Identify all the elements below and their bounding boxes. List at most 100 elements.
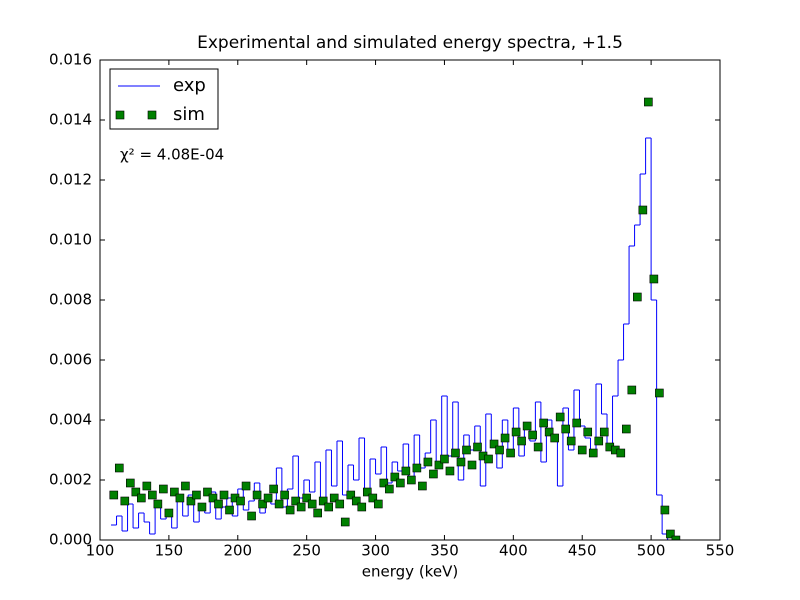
sim-marker	[622, 424, 631, 434]
sim-marker	[214, 499, 223, 509]
y-tick-label: 0.012	[49, 171, 92, 189]
sim-marker	[186, 496, 196, 506]
sim-marker	[506, 448, 515, 458]
sim-marker	[412, 463, 422, 473]
sim-marker	[489, 439, 499, 449]
sim-marker	[577, 445, 587, 455]
x-tick-label: 100	[86, 542, 115, 560]
sim-marker	[374, 499, 383, 509]
sim-marker	[114, 463, 124, 473]
sim-marker	[401, 466, 411, 476]
x-tick-label: 400	[499, 542, 528, 560]
sim-marker	[307, 499, 317, 509]
x-tick-label: 250	[292, 542, 321, 560]
sim-marker	[219, 490, 229, 500]
sim-marker	[252, 490, 262, 500]
sim-marker	[208, 493, 218, 503]
sim-marker	[616, 448, 626, 458]
sim-marker	[633, 292, 642, 302]
sim-marker	[390, 472, 400, 482]
sim-marker	[280, 490, 289, 500]
x-tick-label: 200	[223, 542, 252, 560]
sim-marker	[324, 502, 334, 512]
sim-marker	[644, 97, 653, 107]
sim-marker	[561, 424, 570, 434]
sim-marker	[434, 460, 444, 470]
sim-marker	[346, 490, 356, 500]
sim-marker	[170, 487, 179, 497]
x-tick-label: 350	[430, 542, 459, 560]
sim-marker	[418, 481, 427, 491]
sim-marker	[638, 205, 648, 215]
sim-marker	[649, 274, 659, 284]
x-tick-label: 500	[637, 542, 666, 560]
sim-marker	[142, 481, 152, 491]
y-tick-label: 0.016	[49, 51, 92, 69]
sim-marker	[484, 454, 493, 464]
sim-marker	[655, 388, 664, 398]
sim-marker	[153, 499, 163, 509]
sim-marker	[137, 493, 146, 503]
sim-marker	[236, 496, 245, 506]
sim-marker	[159, 484, 168, 494]
sim-marker	[666, 529, 675, 539]
sim-marker	[296, 502, 306, 512]
sim-marker	[456, 457, 466, 467]
sim-marker	[285, 505, 295, 515]
annotation: χ² = 4.08E-04	[120, 146, 224, 164]
sim-marker	[335, 499, 345, 509]
sim-marker	[379, 478, 389, 488]
sim-marker	[544, 427, 554, 437]
sim-marker	[588, 448, 598, 458]
sim-marker	[148, 490, 157, 500]
legend-marker	[147, 110, 157, 120]
legend-label: exp	[173, 75, 206, 96]
sim-marker	[583, 427, 593, 437]
sim-marker	[318, 496, 328, 506]
y-tick-label: 0.004	[49, 411, 92, 429]
sim-marker	[572, 418, 582, 428]
sim-marker	[357, 502, 367, 512]
sim-marker	[528, 430, 537, 440]
sim-marker	[533, 442, 543, 452]
sim-marker	[462, 445, 471, 455]
x-tick-label: 550	[706, 542, 735, 560]
sim-marker	[175, 493, 185, 503]
y-tick-label: 0.000	[49, 531, 92, 549]
legend-box	[109, 68, 219, 130]
sim-marker	[517, 436, 526, 446]
sim-marker	[131, 487, 141, 497]
sim-marker	[566, 436, 576, 446]
sim-marker	[594, 436, 604, 446]
sim-marker	[203, 487, 212, 497]
sim-marker	[440, 454, 449, 464]
chart-title: Experimental and simulated energy spectr…	[197, 33, 623, 53]
sim-marker	[627, 385, 637, 395]
sim-marker	[429, 469, 438, 479]
sim-marker	[351, 496, 361, 506]
legend-label: sim	[173, 104, 205, 125]
y-tick-label: 0.008	[49, 291, 92, 309]
sim-marker	[539, 418, 548, 428]
sim-marker	[451, 448, 460, 458]
sim-marker	[423, 457, 433, 467]
sim-marker	[473, 442, 482, 452]
sim-marker	[263, 493, 273, 503]
sim-marker	[192, 490, 201, 500]
sim-marker	[164, 508, 174, 518]
sim-marker	[126, 478, 135, 488]
sim-marker	[313, 508, 322, 518]
sim-marker	[109, 490, 119, 500]
sim-marker	[181, 481, 190, 491]
sim-marker	[555, 412, 565, 422]
sim-marker	[599, 427, 609, 437]
legend-marker	[115, 110, 125, 120]
sim-marker	[120, 496, 130, 506]
sim-marker	[550, 433, 559, 443]
x-tick-label: 300	[361, 542, 390, 560]
sim-marker	[445, 466, 455, 476]
sim-marker	[274, 499, 284, 509]
sim-marker	[362, 487, 372, 497]
x-tick-label: 450	[568, 542, 597, 560]
